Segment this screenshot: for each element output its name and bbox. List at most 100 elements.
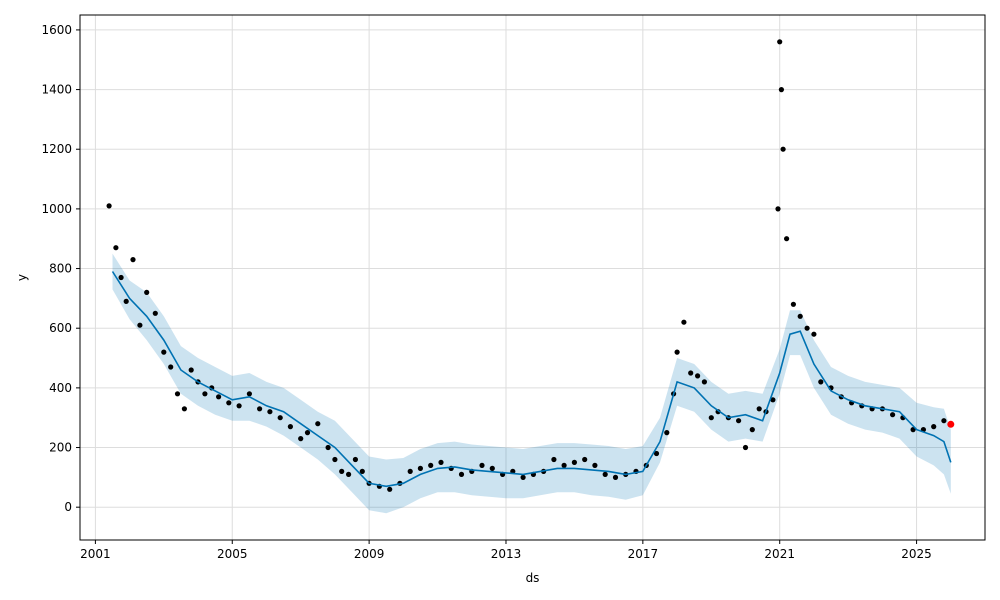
observed-point	[811, 331, 817, 337]
observed-point	[775, 206, 781, 212]
observed-point	[818, 379, 824, 385]
y-tick-label: 400	[49, 381, 72, 395]
observed-point	[653, 450, 660, 457]
observed-point	[332, 456, 338, 463]
observed-point	[174, 391, 181, 397]
observed-point	[756, 406, 762, 412]
observed-point	[188, 367, 194, 373]
observed-point	[790, 301, 797, 307]
x-tick-label: 2001	[80, 547, 111, 561]
observed-point	[438, 459, 444, 465]
observed-point	[130, 257, 136, 263]
observed-point	[181, 406, 187, 412]
observed-point	[339, 468, 345, 474]
observed-point	[315, 421, 321, 427]
y-tick-label: 1400	[41, 83, 72, 97]
observed-point	[797, 313, 803, 319]
observed-point	[784, 236, 790, 242]
observed-point	[202, 391, 208, 397]
observed-point	[674, 349, 680, 355]
observed-point	[520, 474, 526, 480]
observed-point	[479, 462, 485, 468]
observed-point	[890, 412, 896, 418]
x-axis-ticks: 2001 2005 2009 2013 2017 2021 2025	[80, 540, 932, 561]
observed-point	[701, 379, 708, 385]
forecast-line	[111, 271, 952, 488]
observed-point	[428, 462, 434, 468]
observed-point	[931, 424, 937, 430]
observed-point	[236, 403, 242, 409]
observed-point	[359, 468, 365, 474]
y-tick-label: 600	[49, 321, 72, 335]
x-tick-label: 2013	[491, 547, 522, 561]
observed-point	[777, 39, 783, 45]
observed-point	[778, 87, 785, 93]
x-axis-label: ds	[526, 571, 540, 585]
uncertainty-band	[112, 253, 951, 514]
gridlines	[80, 15, 985, 540]
observed-point	[161, 349, 167, 355]
y-axis-label: y	[15, 274, 29, 281]
observed-point	[770, 397, 776, 403]
observed-point	[137, 322, 143, 328]
observed-point	[664, 430, 670, 436]
observed-point	[123, 298, 129, 304]
observed-point	[561, 462, 567, 468]
observed-point	[352, 456, 358, 463]
y-axis-ticks: 0 200 400 600 800 1000 1200 1400 1600	[41, 23, 80, 514]
observed-points-layer	[106, 39, 947, 492]
observed-point	[304, 430, 311, 436]
x-tick-label: 2025	[901, 547, 932, 561]
observed-point	[695, 373, 701, 379]
observed-point	[325, 444, 331, 451]
observed-point	[257, 406, 263, 412]
observed-point	[582, 456, 588, 463]
observed-point	[612, 474, 619, 480]
observed-point	[346, 471, 352, 477]
observed-point	[458, 471, 465, 477]
observed-point	[144, 289, 150, 295]
observed-point	[489, 465, 495, 471]
x-tick-label: 2017	[628, 547, 659, 561]
observed-point	[287, 424, 293, 430]
observed-point	[742, 444, 749, 451]
y-tick-label: 800	[49, 262, 72, 276]
forecast-line-layer	[111, 271, 952, 488]
x-tick-label: 2005	[217, 547, 248, 561]
observed-point	[681, 319, 687, 325]
uncertainty-band-layer	[112, 253, 951, 514]
observed-point	[168, 364, 174, 370]
observed-point	[106, 203, 112, 209]
x-tick-label: 2009	[354, 547, 385, 561]
observed-point	[708, 415, 714, 421]
highlight-points-layer	[947, 420, 955, 428]
observed-point	[749, 427, 755, 433]
observed-point	[571, 459, 578, 465]
observed-point	[277, 415, 283, 421]
observed-point	[804, 325, 810, 331]
observed-point	[602, 471, 608, 477]
highlight-point	[947, 420, 955, 428]
observed-point	[118, 274, 124, 281]
observed-point	[780, 146, 786, 152]
y-tick-label: 1600	[41, 23, 72, 37]
observed-point	[226, 400, 232, 406]
y-tick-label: 0	[64, 500, 72, 514]
observed-point	[267, 409, 273, 415]
observed-point	[551, 456, 557, 463]
observed-point	[298, 436, 304, 442]
y-tick-label: 1200	[41, 142, 72, 156]
observed-point	[407, 468, 413, 474]
observed-point	[216, 394, 222, 400]
observed-point	[113, 245, 119, 251]
observed-point	[688, 370, 694, 376]
observed-point	[736, 418, 742, 424]
observed-point	[417, 465, 423, 471]
y-tick-label: 1000	[41, 202, 72, 216]
plot-area-frame	[79, 14, 986, 541]
observed-point	[941, 418, 947, 424]
observed-point	[246, 391, 252, 397]
observed-point	[387, 486, 393, 492]
observed-point	[152, 310, 158, 316]
